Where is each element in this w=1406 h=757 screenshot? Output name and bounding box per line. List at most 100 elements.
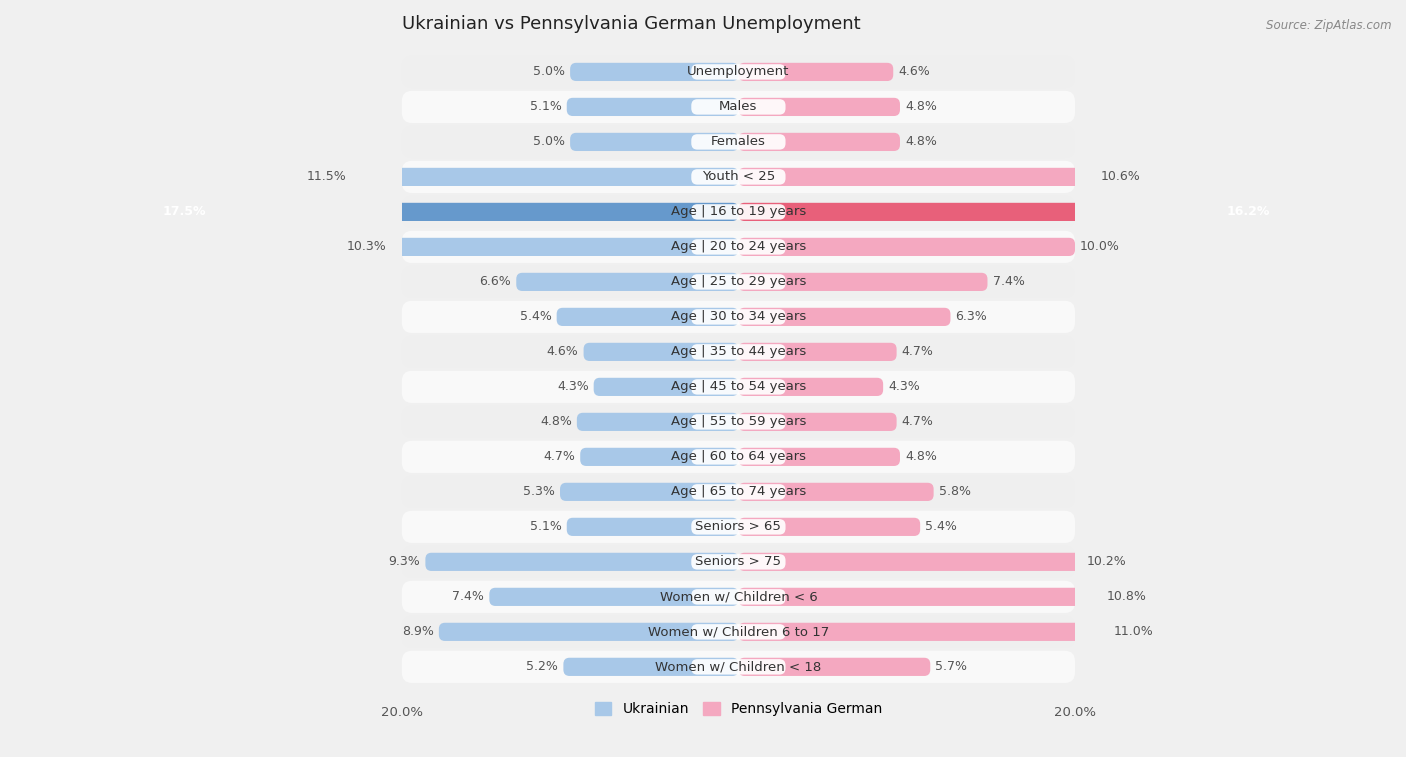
Text: Youth < 25: Youth < 25 <box>702 170 775 183</box>
Text: Seniors > 75: Seniors > 75 <box>696 556 782 569</box>
FancyBboxPatch shape <box>402 441 1076 473</box>
FancyBboxPatch shape <box>692 309 786 325</box>
FancyBboxPatch shape <box>692 554 786 569</box>
FancyBboxPatch shape <box>692 659 786 674</box>
Text: Age | 55 to 59 years: Age | 55 to 59 years <box>671 416 806 428</box>
FancyBboxPatch shape <box>738 623 1109 641</box>
Text: Women w/ Children 6 to 17: Women w/ Children 6 to 17 <box>648 625 830 638</box>
FancyBboxPatch shape <box>489 587 738 606</box>
FancyBboxPatch shape <box>738 378 883 396</box>
FancyBboxPatch shape <box>692 625 786 640</box>
Text: 4.8%: 4.8% <box>540 416 572 428</box>
Text: Age | 65 to 74 years: Age | 65 to 74 years <box>671 485 806 498</box>
FancyBboxPatch shape <box>402 126 1076 158</box>
FancyBboxPatch shape <box>692 170 786 185</box>
FancyBboxPatch shape <box>402 511 1076 543</box>
FancyBboxPatch shape <box>402 160 1076 193</box>
FancyBboxPatch shape <box>738 132 900 151</box>
FancyBboxPatch shape <box>402 546 1076 578</box>
Text: 4.8%: 4.8% <box>905 136 936 148</box>
Text: Unemployment: Unemployment <box>688 65 790 79</box>
Text: 10.3%: 10.3% <box>347 241 387 254</box>
FancyBboxPatch shape <box>392 238 738 256</box>
Text: 5.4%: 5.4% <box>925 520 957 534</box>
FancyBboxPatch shape <box>692 204 786 220</box>
FancyBboxPatch shape <box>738 238 1076 256</box>
FancyBboxPatch shape <box>402 406 1076 438</box>
Text: 5.4%: 5.4% <box>520 310 551 323</box>
Text: 5.3%: 5.3% <box>523 485 555 498</box>
Text: Age | 20 to 24 years: Age | 20 to 24 years <box>671 241 806 254</box>
FancyBboxPatch shape <box>567 98 738 116</box>
Text: 4.7%: 4.7% <box>901 345 934 358</box>
FancyBboxPatch shape <box>581 448 738 466</box>
Text: 4.6%: 4.6% <box>547 345 578 358</box>
Text: 5.2%: 5.2% <box>526 660 558 673</box>
FancyBboxPatch shape <box>738 203 1284 221</box>
FancyBboxPatch shape <box>738 413 897 431</box>
FancyBboxPatch shape <box>692 344 786 360</box>
FancyBboxPatch shape <box>738 343 897 361</box>
FancyBboxPatch shape <box>402 581 1076 613</box>
Text: 4.6%: 4.6% <box>898 65 929 79</box>
Text: 8.9%: 8.9% <box>402 625 434 638</box>
Text: 10.0%: 10.0% <box>1080 241 1121 254</box>
Text: Age | 60 to 64 years: Age | 60 to 64 years <box>671 450 806 463</box>
FancyBboxPatch shape <box>149 203 738 221</box>
Text: Women w/ Children < 6: Women w/ Children < 6 <box>659 590 817 603</box>
Text: 10.2%: 10.2% <box>1087 556 1126 569</box>
Text: 5.8%: 5.8% <box>939 485 970 498</box>
Text: 4.7%: 4.7% <box>543 450 575 463</box>
FancyBboxPatch shape <box>692 239 786 254</box>
Text: 4.8%: 4.8% <box>905 450 936 463</box>
Text: 4.3%: 4.3% <box>557 380 589 394</box>
FancyBboxPatch shape <box>738 587 1102 606</box>
FancyBboxPatch shape <box>439 623 738 641</box>
FancyBboxPatch shape <box>402 651 1076 683</box>
FancyBboxPatch shape <box>352 168 738 186</box>
Text: 5.1%: 5.1% <box>530 520 562 534</box>
FancyBboxPatch shape <box>738 448 900 466</box>
Text: Women w/ Children < 18: Women w/ Children < 18 <box>655 660 821 673</box>
FancyBboxPatch shape <box>402 266 1076 298</box>
FancyBboxPatch shape <box>692 484 786 500</box>
Text: 5.1%: 5.1% <box>530 101 562 114</box>
FancyBboxPatch shape <box>402 615 1076 648</box>
Text: 10.6%: 10.6% <box>1101 170 1140 183</box>
FancyBboxPatch shape <box>569 132 738 151</box>
FancyBboxPatch shape <box>738 308 950 326</box>
Text: 6.6%: 6.6% <box>479 276 512 288</box>
FancyBboxPatch shape <box>560 483 738 501</box>
FancyBboxPatch shape <box>738 168 1095 186</box>
Text: Age | 45 to 54 years: Age | 45 to 54 years <box>671 380 806 394</box>
Text: 5.0%: 5.0% <box>533 65 565 79</box>
Text: 16.2%: 16.2% <box>1227 205 1270 219</box>
Text: 4.7%: 4.7% <box>901 416 934 428</box>
FancyBboxPatch shape <box>576 413 738 431</box>
FancyBboxPatch shape <box>569 63 738 81</box>
Text: 11.5%: 11.5% <box>307 170 346 183</box>
Text: Males: Males <box>720 101 758 114</box>
FancyBboxPatch shape <box>583 343 738 361</box>
FancyBboxPatch shape <box>692 99 786 114</box>
FancyBboxPatch shape <box>402 231 1076 263</box>
FancyBboxPatch shape <box>593 378 738 396</box>
FancyBboxPatch shape <box>557 308 738 326</box>
FancyBboxPatch shape <box>516 273 738 291</box>
FancyBboxPatch shape <box>692 274 786 290</box>
Text: Seniors > 65: Seniors > 65 <box>696 520 782 534</box>
FancyBboxPatch shape <box>402 301 1076 333</box>
Text: Age | 16 to 19 years: Age | 16 to 19 years <box>671 205 806 219</box>
Text: 17.5%: 17.5% <box>163 205 207 219</box>
FancyBboxPatch shape <box>738 658 931 676</box>
FancyBboxPatch shape <box>738 518 920 536</box>
FancyBboxPatch shape <box>692 589 786 605</box>
Text: 4.3%: 4.3% <box>889 380 920 394</box>
FancyBboxPatch shape <box>402 56 1076 88</box>
Text: 10.8%: 10.8% <box>1107 590 1147 603</box>
Text: Age | 35 to 44 years: Age | 35 to 44 years <box>671 345 806 358</box>
Text: 6.3%: 6.3% <box>956 310 987 323</box>
Text: Ukrainian vs Pennsylvania German Unemployment: Ukrainian vs Pennsylvania German Unemplo… <box>402 15 860 33</box>
FancyBboxPatch shape <box>692 134 786 150</box>
Text: Source: ZipAtlas.com: Source: ZipAtlas.com <box>1267 19 1392 32</box>
